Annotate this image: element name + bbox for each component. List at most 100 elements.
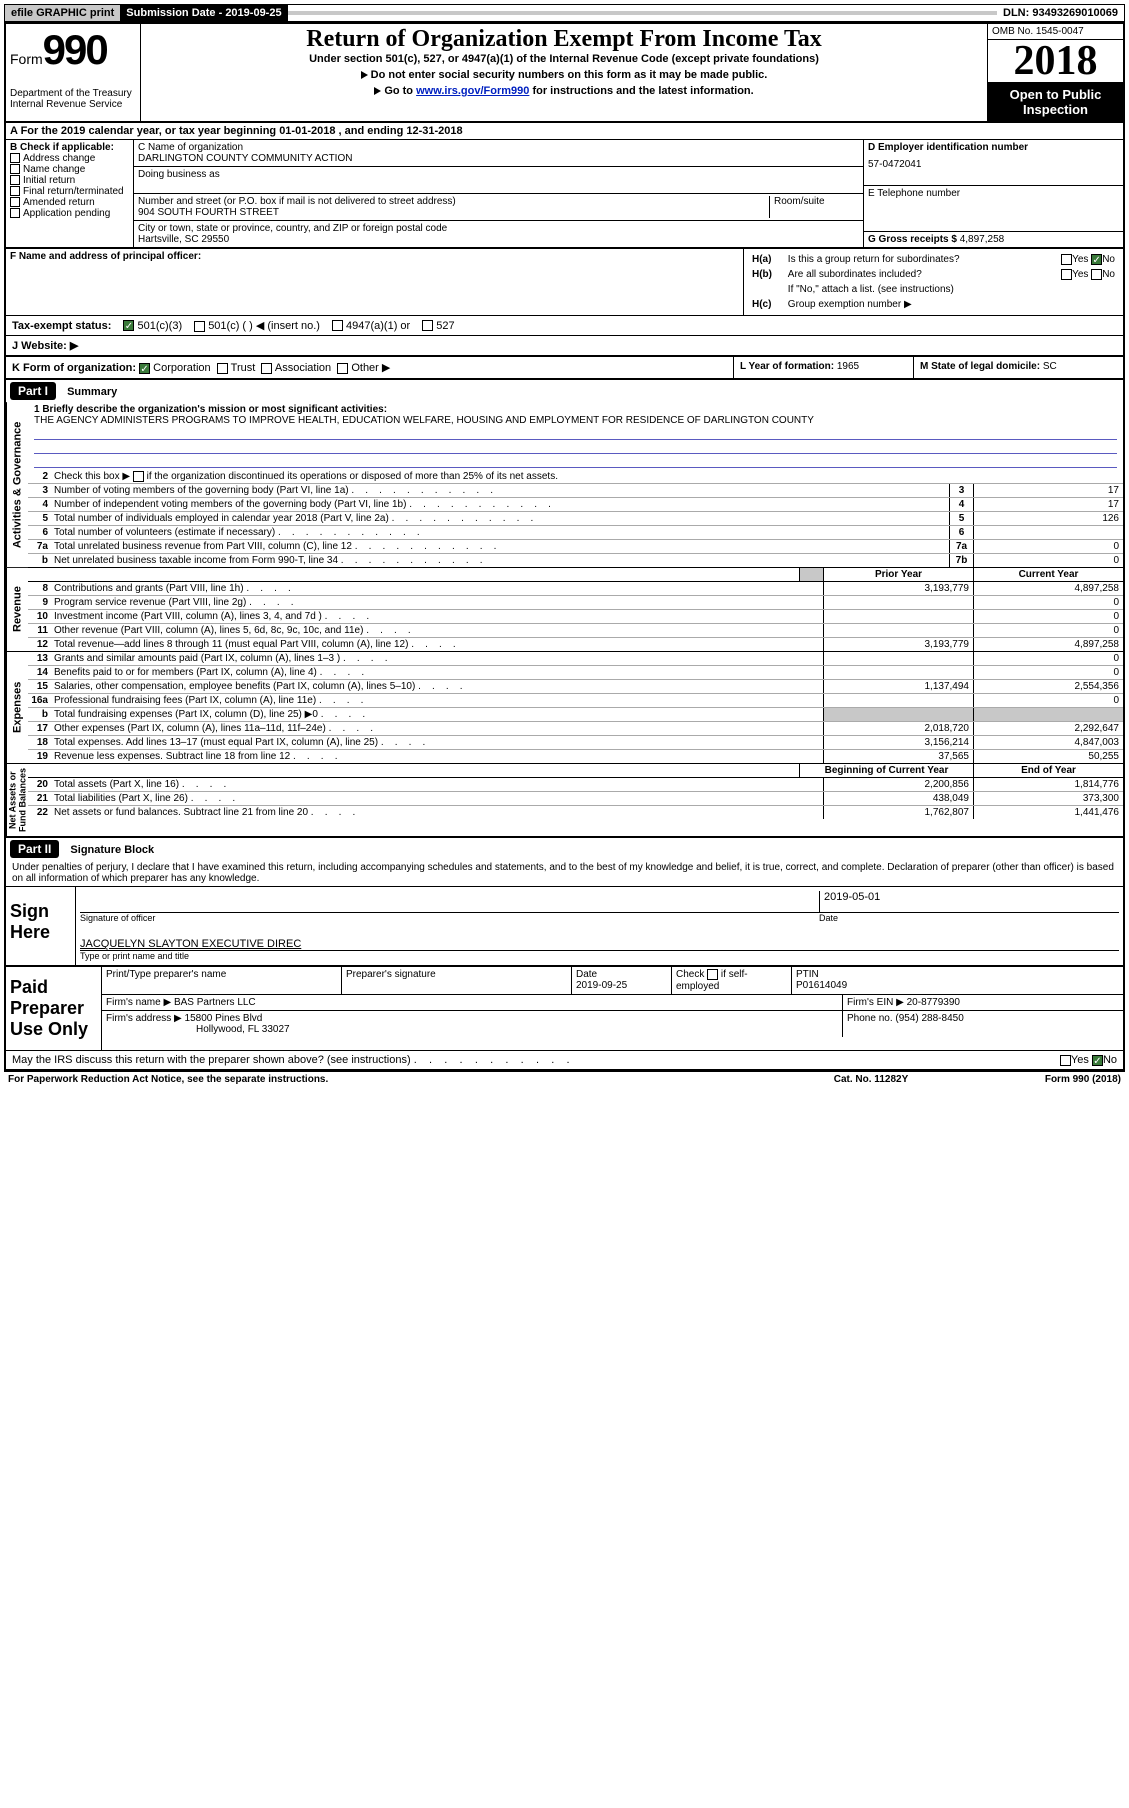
city-state-zip: Hartsville, SC 29550	[138, 234, 859, 245]
discuss-yes-checkbox[interactable]	[1060, 1055, 1071, 1066]
cb-527[interactable]	[422, 320, 433, 331]
goto-prefix: Go to	[384, 85, 416, 97]
discuss-no-checkbox[interactable]	[1092, 1055, 1103, 1066]
ha-label: H(a)	[750, 253, 784, 266]
header-right: OMB No. 1545-0047 2018 Open to Public In…	[988, 24, 1123, 121]
header-mid: Return of Organization Exempt From Incom…	[141, 24, 988, 121]
underline	[34, 440, 1117, 454]
line-2-text: Check this box ▶ if the organization dis…	[54, 471, 558, 482]
topbar-spacer	[288, 11, 997, 15]
part-i-title: Summary	[59, 386, 117, 398]
ha-yes-checkbox[interactable]	[1061, 254, 1072, 265]
preparer-name-label: Print/Type preparer's name	[102, 967, 342, 993]
e-phone-label: E Telephone number	[868, 188, 1119, 199]
gov-line-4: 4Number of independent voting members of…	[28, 498, 1123, 512]
part-ii-body: Under penalties of perjury, I declare th…	[4, 860, 1125, 1071]
form-number: 990	[43, 26, 107, 73]
hb-no-checkbox[interactable]	[1091, 269, 1102, 280]
part-i-badge: Part I	[10, 382, 56, 400]
gov-line-b: bNet unrelated business taxable income f…	[28, 554, 1123, 567]
c-name-address: C Name of organization DARLINGTON COUNTY…	[134, 140, 863, 247]
deg-column: D Employer identification number 57-0472…	[863, 140, 1123, 247]
gov-line-5: 5Total number of individuals employed in…	[28, 512, 1123, 526]
cb-amended-return[interactable]: Amended return	[10, 197, 129, 208]
cb-other[interactable]	[337, 363, 348, 374]
cb-initial-return[interactable]: Initial return	[10, 175, 129, 186]
rev-line-10: 10Investment income (Part VIII, column (…	[28, 610, 1123, 624]
c-name-label: C Name of organization	[138, 142, 859, 153]
ptin-label: PTIN	[796, 969, 819, 980]
m-label: M State of legal domicile:	[920, 361, 1043, 372]
cb-4947[interactable]	[332, 320, 343, 331]
ein-value: 57-0472041	[868, 159, 1119, 170]
triangle-icon	[374, 87, 381, 95]
part-i-governance: Activities & Governance 1 Briefly descri…	[4, 402, 1125, 568]
hc-text: Group exemption number ▶	[786, 298, 1117, 311]
exp-line-17: 17Other expenses (Part IX, column (A), l…	[28, 722, 1123, 736]
sign-here-block: Sign Here 2019-05-01 Signature of office…	[6, 886, 1123, 965]
rev-line-9: 9Program service revenue (Part VIII, lin…	[28, 596, 1123, 610]
efile-label[interactable]: efile GRAPHIC print	[5, 5, 120, 21]
irs-link[interactable]: www.irs.gov/Form990	[416, 85, 529, 97]
i-label: Tax-exempt status:	[12, 320, 111, 332]
firm-ein: 20-8779390	[907, 997, 960, 1008]
b-checkboxes: B Check if applicable: Address change Na…	[6, 140, 134, 247]
gross-receipts: 4,897,258	[960, 234, 1005, 245]
f-officer-label: F Name and address of principal officer:	[10, 251, 739, 262]
cb-name-change[interactable]: Name change	[10, 164, 129, 175]
goto-suffix: for instructions and the latest informat…	[529, 85, 753, 97]
cb-address-change[interactable]: Address change	[10, 153, 129, 164]
discuss-row: May the IRS discuss this return with the…	[6, 1050, 1123, 1069]
firm-name: BAS Partners LLC	[174, 997, 256, 1008]
l-label: L Year of formation:	[740, 361, 837, 372]
cb-discontinued[interactable]	[133, 471, 144, 482]
part-i-revenue: Revenue Prior YearCurrent Year 8Contribu…	[4, 568, 1125, 652]
form-word: Form	[10, 51, 43, 67]
tab-revenue: Revenue	[6, 568, 28, 651]
cb-app-pending[interactable]: Application pending	[10, 208, 129, 219]
k-label: K Form of organization:	[12, 362, 136, 374]
ha-text: Is this a group return for subordinates?	[786, 253, 1034, 266]
section-klm: K Form of organization: Corporation Trus…	[4, 357, 1125, 380]
hb-note: If "No," attach a list. (see instruction…	[786, 283, 1117, 296]
triangle-icon	[361, 71, 368, 79]
rev-line-8: 8Contributions and grants (Part VIII, li…	[28, 582, 1123, 596]
tab-expenses: Expenses	[6, 652, 28, 763]
firm-address: 15800 Pines Blvd	[185, 1013, 263, 1024]
officer-name: JACQUELYN SLAYTON EXECUTIVE DIREC	[80, 938, 301, 950]
cb-self-employed[interactable]	[707, 969, 718, 980]
part-i-header-row: Part I Summary	[4, 380, 1125, 402]
ha-no-checkbox[interactable]	[1091, 254, 1102, 265]
cb-final-return[interactable]: Final return/terminated	[10, 186, 129, 197]
gov-line-3: 3Number of voting members of the governi…	[28, 484, 1123, 498]
col-end-year: End of Year	[973, 764, 1123, 777]
na-line-21: 21Total liabilities (Part X, line 26)438…	[28, 792, 1123, 806]
dln: DLN: 93493269010069	[997, 5, 1124, 21]
hc-label: H(c)	[750, 298, 784, 311]
type-name-label: Type or print name and title	[80, 951, 1119, 961]
section-j-website: J Website: ▶	[4, 336, 1125, 357]
exp-line-18: 18Total expenses. Add lines 13–17 (must …	[28, 736, 1123, 750]
col-current-year: Current Year	[973, 568, 1123, 581]
top-bar: efile GRAPHIC print Submission Date - 20…	[4, 4, 1125, 22]
b-label: B Check if applicable:	[10, 142, 129, 153]
paid-preparer-label: Paid Preparer Use Only	[6, 967, 101, 1050]
section-bcdeg: B Check if applicable: Address change Na…	[4, 140, 1125, 249]
cb-association[interactable]	[261, 363, 272, 374]
exp-line-13: 13Grants and similar amounts paid (Part …	[28, 652, 1123, 666]
paperwork-notice: For Paperwork Reduction Act Notice, see …	[8, 1074, 771, 1085]
submission-date: Submission Date - 2019-09-25	[120, 5, 287, 21]
prep-date-label: Date	[576, 969, 597, 980]
tab-governance: Activities & Governance	[6, 402, 28, 567]
cb-corporation[interactable]	[139, 363, 150, 374]
hb-label: H(b)	[750, 268, 784, 281]
col-prior-year: Prior Year	[823, 568, 973, 581]
cb-501c[interactable]	[194, 321, 205, 332]
g-gross-label: G Gross receipts $	[868, 234, 960, 245]
cb-trust[interactable]	[217, 363, 228, 374]
mission-text: THE AGENCY ADMINISTERS PROGRAMS TO IMPRO…	[34, 415, 1117, 426]
org-name: DARLINGTON COUNTY COMMUNITY ACTION	[138, 153, 859, 164]
hb-yes-checkbox[interactable]	[1061, 269, 1072, 280]
d-ein-label: D Employer identification number	[868, 142, 1119, 153]
cb-501c3[interactable]	[123, 320, 134, 331]
